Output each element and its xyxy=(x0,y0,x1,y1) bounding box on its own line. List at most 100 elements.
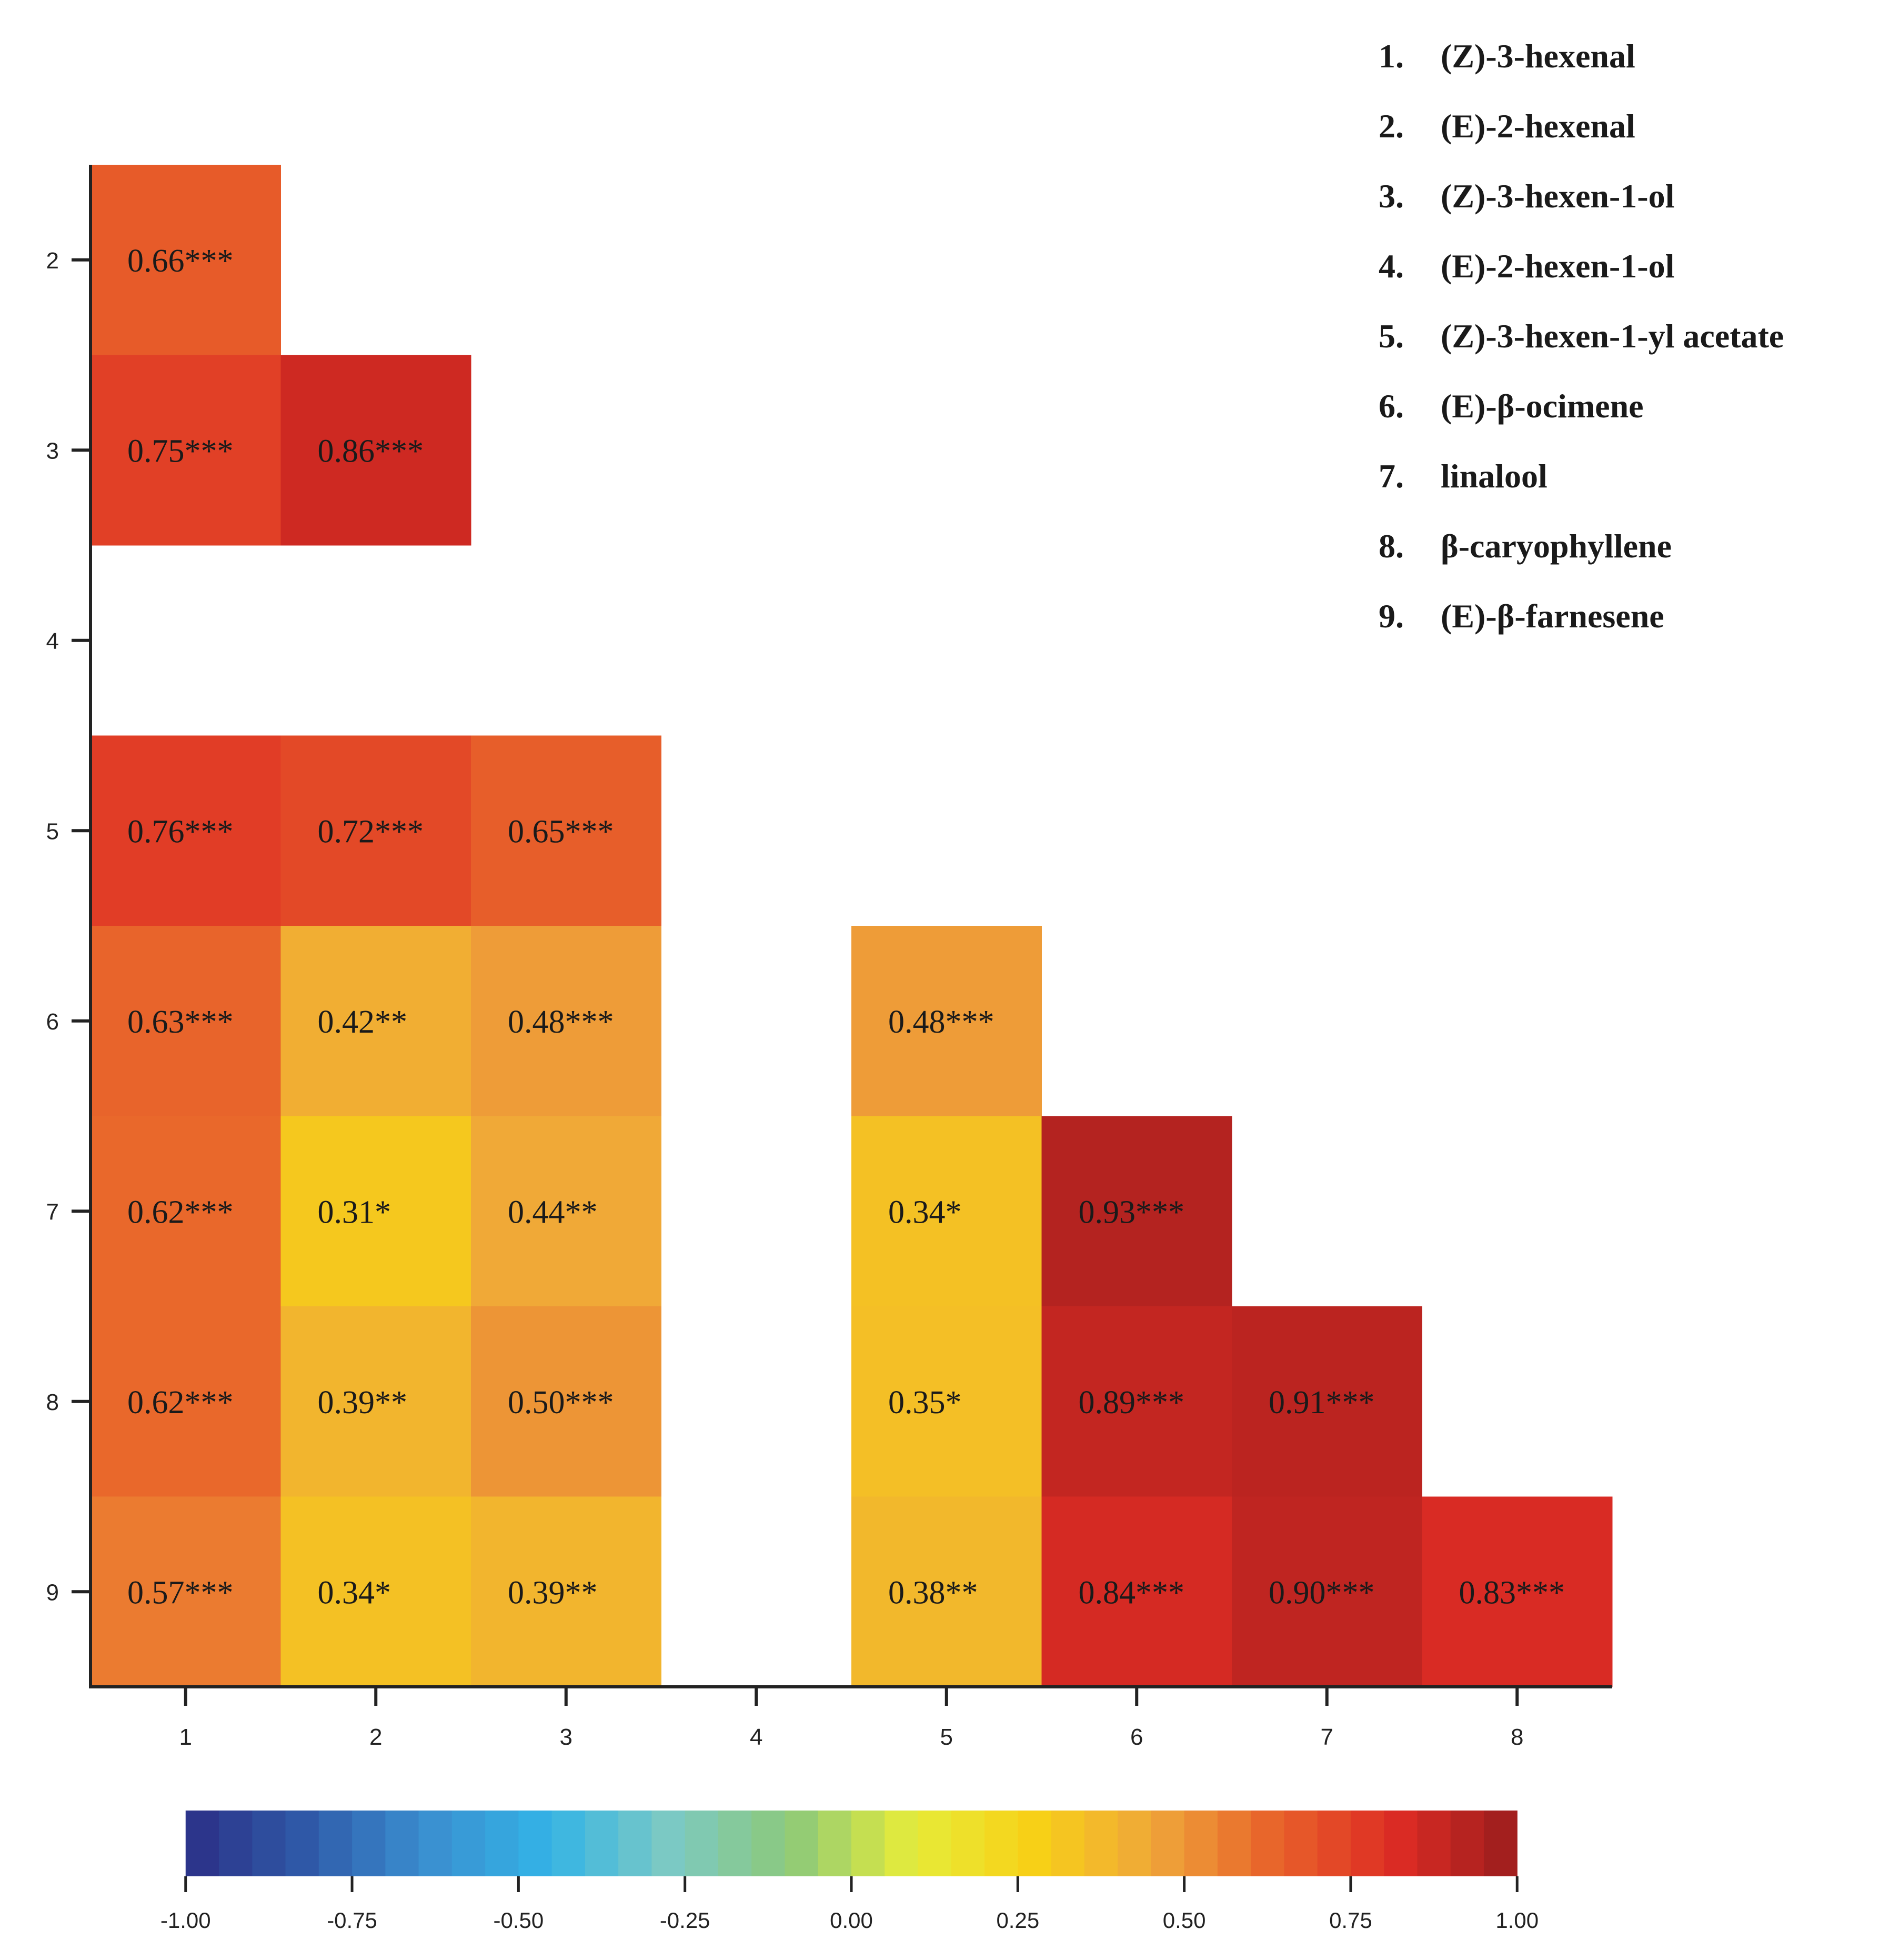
cell-label-r2-c1: 0.66*** xyxy=(127,243,234,279)
legend-number: 5. xyxy=(1379,317,1404,355)
cell-label-r8-c3: 0.50*** xyxy=(508,1385,614,1421)
colorbar-segment xyxy=(1417,1811,1451,1876)
heatmap-cells: 0.66*** 0.75*** 0.86*** 0.76*** 0.72*** 0.65*… xyxy=(91,165,1613,1687)
cell-r5-c2 xyxy=(280,735,471,926)
colorbar-tick-label: -1.00 xyxy=(160,1908,211,1933)
cell-r7-c2 xyxy=(280,1116,471,1307)
colorbar-tick-label: 0.00 xyxy=(830,1908,873,1933)
legend-item: 8. β-caryophyllene xyxy=(1379,511,1784,581)
colorbar-segment xyxy=(1118,1811,1151,1876)
y-tick-label-9: 9 xyxy=(46,1579,59,1605)
cell-r9-c3 xyxy=(471,1496,661,1687)
cell-r6-c5 xyxy=(851,926,1042,1116)
y-tick-label-2: 2 xyxy=(46,248,59,274)
cell-r9-c7 xyxy=(1232,1496,1422,1687)
y-tick-label-4: 4 xyxy=(46,628,59,654)
colorbar-segment xyxy=(485,1811,519,1876)
x-tick-label-3: 3 xyxy=(560,1724,572,1750)
y-tick-label-5: 5 xyxy=(46,818,59,844)
cell-r9-c8 xyxy=(1422,1496,1613,1687)
colorbar-tick-label: -0.50 xyxy=(494,1908,544,1933)
cell-r5-c3 xyxy=(471,735,661,926)
cell-label-r8-c6: 0.89*** xyxy=(1079,1385,1185,1421)
cell-label-r7-c2: 0.31* xyxy=(318,1194,391,1230)
legend-compound-name: (Z)-3-hexen-1-ol xyxy=(1441,177,1675,215)
legend-compound-name: (E)-β-farnesene xyxy=(1441,597,1664,635)
colorbar-segment xyxy=(185,1811,219,1876)
cell-r8-c7 xyxy=(1232,1306,1422,1497)
colorbar-segment xyxy=(1384,1811,1418,1876)
legend-number: 8. xyxy=(1379,527,1404,565)
legend-item: 4. (E)-2-hexen-1-ol xyxy=(1379,231,1784,301)
colorbar-segment xyxy=(318,1811,353,1876)
legend-item: 6. (E)-β-ocimene xyxy=(1379,371,1784,441)
colorbar-tick-label: 0.50 xyxy=(1163,1908,1206,1933)
compound-legend: 1. (Z)-3-hexenal 2. (E)-2-hexenal 3. (Z)-3-he… xyxy=(1379,21,1784,651)
x-tick-label-8: 8 xyxy=(1511,1724,1523,1750)
cell-label-r3-c1: 0.75*** xyxy=(127,433,234,469)
cell-label-r8-c5: 0.35* xyxy=(888,1385,962,1421)
colorbar-tick-label: -0.75 xyxy=(327,1908,377,1933)
colorbar-segment xyxy=(252,1811,286,1876)
legend-compound-name: (E)-β-ocimene xyxy=(1441,387,1644,425)
y-tick-label-3: 3 xyxy=(46,438,59,464)
colorbar-tick-label: 0.75 xyxy=(1329,1908,1372,1933)
colorbar-segment xyxy=(1450,1811,1484,1876)
cell-label-r6-c2: 0.42** xyxy=(318,1004,408,1040)
cell-label-r3-c2: 0.86*** xyxy=(318,433,424,469)
legend-number: 2. xyxy=(1379,107,1404,145)
cell-r8-c5 xyxy=(851,1306,1042,1497)
colorbar-tick-label: 1.00 xyxy=(1495,1908,1539,1933)
cell-label-r9-c7: 0.90*** xyxy=(1269,1575,1375,1611)
cell-label-r7-c1: 0.62*** xyxy=(127,1194,234,1230)
cell-r7-c3 xyxy=(471,1116,661,1307)
colorbar-segment xyxy=(685,1811,719,1876)
colorbar-segment xyxy=(1284,1811,1318,1876)
y-tick-label-6: 6 xyxy=(46,1009,59,1035)
colorbar-segment xyxy=(651,1811,686,1876)
legend-compound-name: linalool xyxy=(1441,457,1548,495)
colorbar-segment xyxy=(851,1811,885,1876)
cell-r7-c1 xyxy=(91,1116,281,1307)
legend-compound-name: (Z)-3-hexen-1-yl acetate xyxy=(1441,317,1784,355)
x-tick-label-5: 5 xyxy=(940,1724,953,1750)
cell-label-r9-c2: 0.34* xyxy=(318,1575,391,1611)
colorbar-segment xyxy=(885,1811,919,1876)
cell-label-r6-c5: 0.48*** xyxy=(888,1004,994,1040)
legend-item: 1. (Z)-3-hexenal xyxy=(1379,21,1784,91)
cell-r8-c3 xyxy=(471,1306,661,1497)
colorbar-segment xyxy=(1317,1811,1351,1876)
cell-r8-c6 xyxy=(1041,1306,1232,1497)
colorbar-segment xyxy=(785,1811,819,1876)
colorbar-segment xyxy=(1184,1811,1218,1876)
colorbar-segment xyxy=(551,1811,586,1876)
legend-item: 9. (E)-β-farnesene xyxy=(1379,581,1784,651)
cell-r9-c1 xyxy=(91,1496,281,1687)
cell-label-r6-c3: 0.48*** xyxy=(508,1004,614,1040)
colorbar-segment xyxy=(618,1811,652,1876)
colorbar-segment xyxy=(1084,1811,1118,1876)
cell-label-r5-c1: 0.76*** xyxy=(127,814,234,849)
cell-r5-c1 xyxy=(91,735,281,926)
legend-number: 3. xyxy=(1379,177,1404,215)
y-tick-label-7: 7 xyxy=(46,1199,59,1225)
cell-r7-c5 xyxy=(851,1116,1042,1307)
cell-r3-c1 xyxy=(91,355,281,546)
legend-item: 2. (E)-2-hexenal xyxy=(1379,91,1784,161)
colorbar-segment xyxy=(385,1811,419,1876)
cell-label-r8-c2: 0.39** xyxy=(318,1385,408,1421)
colorbar-segment xyxy=(1251,1811,1285,1876)
cell-label-r9-c3: 0.39** xyxy=(508,1575,598,1611)
colorbar-segment xyxy=(1217,1811,1251,1876)
colorbar-segment xyxy=(718,1811,752,1876)
colorbar-segment xyxy=(951,1811,985,1876)
cell-r3-c2 xyxy=(280,355,471,546)
colorbar: -1.00 -0.75 -0.50 -0.25 0.00 0.25 0.50 0.75 1.00 xyxy=(160,1811,1539,1933)
heatmap-axes: 2 3 4 5 6 7 8 9 1 2 3 4 5 6 7 8 xyxy=(46,165,1612,1750)
cell-r9-c2 xyxy=(280,1496,471,1687)
colorbar-segment xyxy=(219,1811,253,1876)
cell-label-r9-c1: 0.57*** xyxy=(127,1575,234,1611)
colorbar-segment xyxy=(585,1811,619,1876)
x-tick-label-4: 4 xyxy=(750,1724,762,1750)
